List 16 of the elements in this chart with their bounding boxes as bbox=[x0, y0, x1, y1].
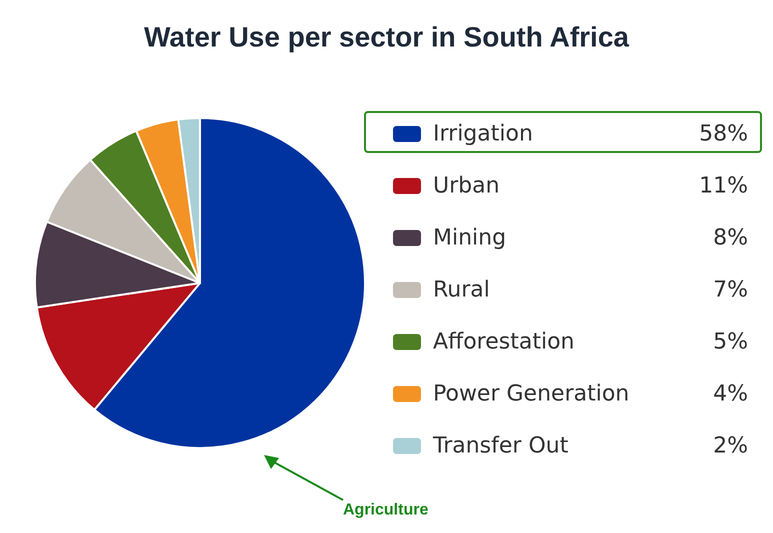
legend-label: Afforestation bbox=[433, 330, 574, 354]
legend-label: Transfer Out bbox=[432, 434, 569, 458]
legend-label: Irrigation bbox=[433, 122, 533, 146]
chart-title: Water Use per sector in South Africa bbox=[144, 22, 630, 52]
data-label: 11% bbox=[699, 174, 748, 198]
data-label: 8% bbox=[713, 226, 748, 250]
data-label: 7% bbox=[713, 278, 748, 302]
data-label: 4% bbox=[713, 382, 748, 406]
text: Agriculture bbox=[343, 502, 428, 518]
data-label: 58% bbox=[699, 122, 748, 146]
data-label: 2% bbox=[713, 434, 748, 458]
legend-label: Power Generation bbox=[433, 382, 630, 406]
data-label: 5% bbox=[713, 330, 748, 354]
legend-label: Urban bbox=[433, 174, 500, 198]
legend-label: Mining bbox=[433, 226, 506, 250]
legend-label: Rural bbox=[433, 278, 490, 302]
